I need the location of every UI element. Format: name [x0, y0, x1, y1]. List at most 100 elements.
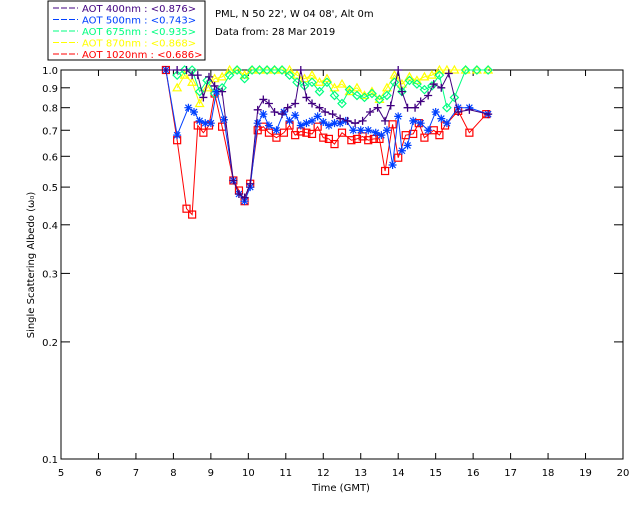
data-point	[364, 136, 373, 145]
data-point	[278, 110, 287, 119]
data-point	[465, 128, 474, 137]
data-point	[308, 99, 317, 108]
data-point	[388, 160, 397, 169]
data-point	[411, 103, 420, 112]
data-point	[284, 70, 295, 80]
y-tick-label: 0.6	[42, 152, 58, 163]
x-tick-label: 11	[279, 468, 292, 479]
y-tick-label: 0.4	[42, 221, 58, 232]
data-point	[321, 107, 330, 116]
data-point	[416, 97, 425, 106]
data-point	[394, 153, 403, 162]
data-point	[412, 79, 422, 89]
legend-entry: AOT 675nm : <0.935>	[82, 27, 196, 38]
data-point	[313, 112, 322, 121]
data-point	[367, 88, 377, 99]
y-axis-label: Single Scattering Albedo (ω₀)	[26, 192, 37, 339]
data-point	[394, 112, 403, 121]
data-point	[330, 139, 339, 149]
data-point	[284, 64, 295, 74]
data-point	[204, 72, 213, 81]
y-tick-label: 1.0	[42, 66, 58, 77]
legend: AOT 400nm : <0.876>AOT 500nm : <0.743>AO…	[47, 0, 206, 61]
data-point	[302, 93, 311, 102]
data-point	[344, 84, 355, 95]
data-point	[343, 116, 352, 125]
data-point	[324, 121, 333, 130]
y-tick-label: 0.7	[42, 126, 58, 137]
data-point	[465, 105, 474, 114]
data-point	[472, 65, 482, 75]
data-point	[259, 95, 268, 104]
data-point	[424, 126, 433, 135]
data-point	[386, 101, 395, 110]
data-point	[206, 119, 215, 128]
data-point	[264, 121, 273, 130]
plot-frame	[60, 69, 624, 460]
data-point	[291, 111, 300, 120]
x-tick-label: 17	[504, 468, 517, 479]
data-point	[381, 116, 390, 125]
data-point	[272, 126, 281, 135]
x-tick-label: 12	[317, 468, 330, 479]
data-point	[403, 141, 412, 150]
data-point	[190, 107, 199, 116]
data-point	[218, 87, 227, 96]
data-point	[283, 103, 292, 112]
data-point	[380, 166, 390, 176]
x-axis-label: Time (GMT)	[311, 483, 370, 494]
data-point	[314, 77, 325, 86]
data-point	[397, 146, 406, 155]
data-point	[444, 69, 453, 78]
legend-entry: AOT 500nm : <0.743>	[82, 16, 196, 27]
data-point	[330, 119, 339, 128]
legend-entry: AOT 1020nm : <0.686>	[82, 50, 202, 61]
data-point	[210, 81, 219, 90]
data-point	[224, 64, 235, 74]
data-point	[240, 193, 249, 202]
data-point	[442, 102, 452, 113]
data-point	[434, 64, 445, 74]
data-point	[442, 119, 451, 128]
data-point	[188, 210, 197, 219]
data-point	[232, 65, 242, 75]
data-point	[319, 118, 328, 127]
data-point	[269, 65, 280, 75]
data-point	[319, 133, 328, 142]
data-point	[179, 69, 190, 79]
data-point	[224, 70, 235, 80]
data-point	[209, 73, 220, 83]
data-point	[374, 94, 385, 105]
data-point	[202, 82, 213, 92]
data-point	[229, 176, 238, 185]
title-line-2: Data from: 28 Mar 2019	[215, 27, 335, 38]
data-point	[382, 90, 392, 101]
data-point	[302, 128, 311, 137]
x-tick-label: 6	[95, 468, 101, 479]
data-point	[247, 65, 257, 75]
data-point	[322, 77, 332, 88]
data-point	[411, 75, 422, 85]
series-layer	[161, 64, 494, 219]
legend-entry: AOT 870nm : <0.868>	[82, 39, 196, 50]
data-point	[373, 103, 382, 112]
data-point	[161, 66, 170, 74]
series-1	[172, 64, 494, 108]
data-point	[460, 65, 471, 75]
data-point	[454, 103, 463, 112]
data-point	[409, 116, 418, 125]
data-point	[416, 119, 425, 128]
data-point	[352, 90, 362, 101]
data-point	[336, 78, 348, 88]
data-point	[324, 134, 333, 144]
data-point	[270, 107, 279, 116]
data-point	[307, 77, 317, 88]
data-point	[179, 65, 190, 75]
data-point	[262, 65, 272, 75]
data-point	[337, 128, 347, 137]
data-point	[424, 91, 433, 100]
data-point	[277, 65, 287, 75]
y-tick-label: 0.3	[42, 269, 58, 280]
data-point	[259, 110, 268, 119]
data-point	[296, 121, 305, 130]
